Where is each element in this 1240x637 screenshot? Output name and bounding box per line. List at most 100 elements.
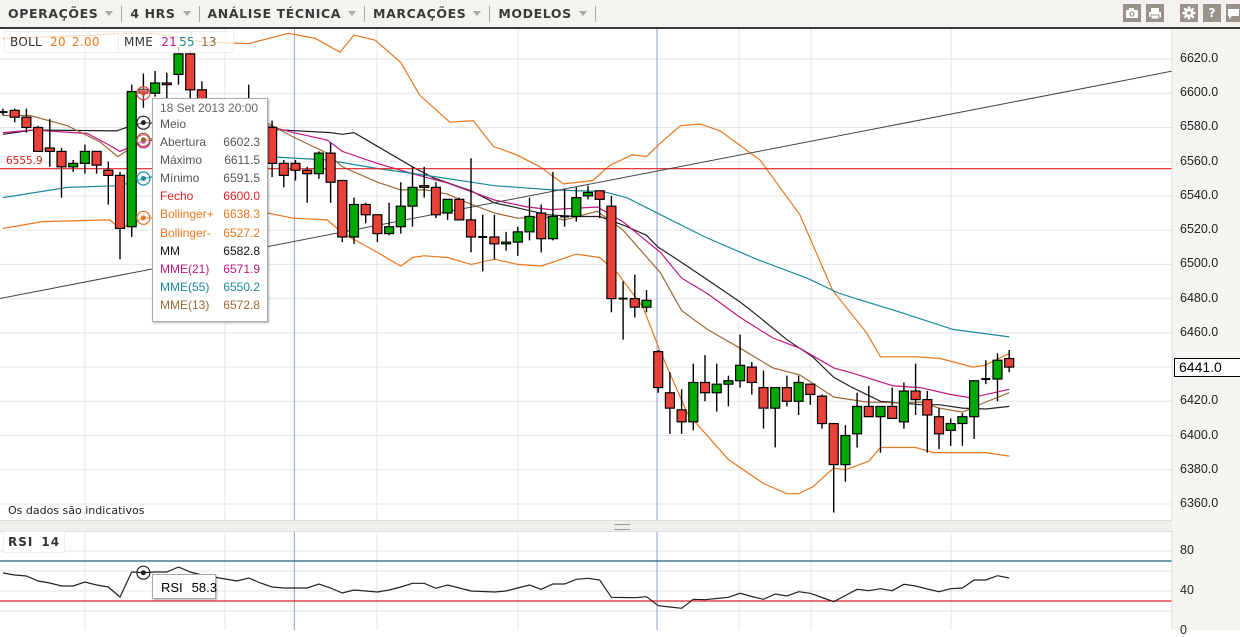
price-tick-label: 6480.0 [1180,290,1219,305]
legend-bollinger[interactable]: BOLL 20 2.00 [4,31,123,53]
price-tick-label: 6620.0 [1180,51,1219,65]
candle-body [664,392,676,409]
help-glyph: ? [1208,6,1216,20]
hover-marker-dot [140,175,146,181]
gear-icon[interactable] [1180,4,1198,22]
menu-operacoes[interactable]: OPERAÇÕES [0,5,123,22]
candle-body [161,82,172,86]
candle [641,290,652,313]
candle-body [21,116,32,129]
candle-body [828,422,839,466]
candle [653,349,664,393]
candle-body [290,162,301,171]
tooltip-row: Bollinger+ 6638.3 [153,205,267,223]
candle-body [114,174,126,230]
candle-body [793,381,804,402]
candle-body [267,126,278,165]
help-icon[interactable]: ? [1203,4,1221,22]
candle [337,179,348,243]
candle [547,171,559,241]
candle [278,159,289,188]
price-tick-label: 6540.0 [1180,187,1219,202]
candle-body [278,162,289,176]
tooltip-row-value: 6602.3 [223,135,260,150]
price-axis[interactable] [1172,29,1240,630]
candle [875,405,886,453]
candle [629,274,640,318]
candle-body [79,150,91,165]
comment-icon[interactable] [1226,4,1240,22]
tooltip-row: Máximo 6611.5 [153,151,267,169]
candle-body [676,409,687,423]
tooltip-row-value: 6600.0 [223,189,260,204]
menu-modelos[interactable]: MODELOS [490,5,596,22]
candle [910,363,921,415]
rsi-tooltip-label: RSI [161,580,183,595]
candle-body [781,387,793,402]
candle [851,392,863,448]
candle [618,281,628,340]
price-tick-label: 6380.0 [1180,461,1219,476]
candle-body [185,53,196,91]
candle [887,387,898,420]
candle-body [454,198,465,221]
candle-body [734,364,746,382]
tooltip-row-value: 6571.9 [223,261,260,276]
tooltip-row-value: 6591.5 [223,171,260,186]
candle [161,72,172,102]
candle [126,84,137,237]
tooltip-row-value: 6550.2 [223,279,260,294]
tooltip-row: Mínimo 6591.5 [153,169,267,187]
candle-body [302,169,313,175]
candle-body [103,169,114,176]
menu-timeframe[interactable]: 4 HRS [122,5,200,22]
legend-mme[interactable]: MME 21 55 13 [118,31,234,53]
candle [32,125,44,153]
candle [173,47,184,85]
candle [922,391,933,453]
rsi-tooltip-value: 58.3 [191,580,217,595]
toolbar: OPERAÇÕES 4 HRS ANÁLISE TÉCNICA MARCAÇÕE… [0,0,1240,29]
candle [968,380,980,439]
candle [103,161,114,205]
menu-label: MARCAÇÕES [373,6,467,21]
print-icon[interactable] [1146,4,1164,22]
candle [91,150,102,174]
menu-analise-tecnica[interactable]: ANÁLISE TÉCNICA [200,5,366,22]
candle-body [653,351,664,389]
rsi-tick-label: 0 [1180,623,1187,637]
candle [981,360,991,385]
tooltip-row-value: 6638.3 [223,207,260,222]
candle-body [582,191,594,197]
camera-icon[interactable] [1123,4,1141,22]
rsi-hover-circle [136,565,151,580]
candle-tooltip: 18 Set 2013 20:00 Meio Abertura 6602.3 Máx… [152,98,268,322]
candle [348,197,360,244]
candle-body [1004,357,1015,368]
candle-body [44,147,55,153]
grip-icon [614,524,630,530]
horizontal-line-label: 6555.9 [6,155,43,167]
menu-label: ANÁLISE TÉCNICA [207,6,342,21]
tooltip-row-label: Bollinger+ [160,207,214,222]
chevron-down-icon [105,11,114,16]
candle-body [770,387,781,409]
panel-resize-handle[interactable] [0,520,1172,532]
series-line-bollinger [2,212,1010,495]
candle [606,195,617,313]
tooltip-row-label: MM [160,243,180,258]
candle [372,214,383,243]
candle-body [851,405,863,435]
candle [828,422,839,513]
legend-rsi[interactable]: RSI 14 [3,531,66,553]
menu-marcacoes[interactable]: MARCAÇÕES [365,5,491,22]
chevron-down-icon [348,11,357,16]
legend-mme21: 21 [161,35,178,49]
candle [313,151,324,179]
candle [419,166,430,198]
candle-body [337,179,348,238]
menu-label: 4 HRS [130,6,176,21]
candle-body [536,212,547,240]
candle-body [348,203,360,238]
